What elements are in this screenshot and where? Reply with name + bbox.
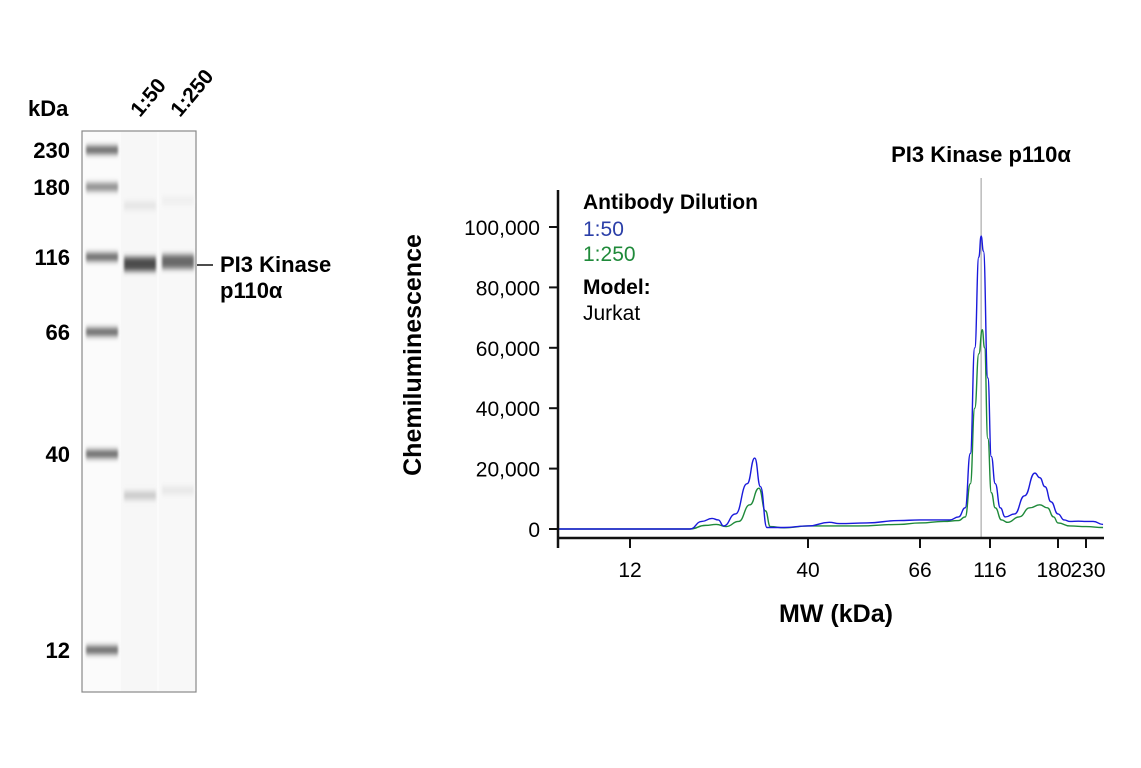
sample-band bbox=[124, 491, 156, 500]
ladder-band bbox=[86, 146, 118, 154]
y-tick-label: 20,000 bbox=[476, 459, 540, 482]
series-line-2 bbox=[558, 328, 1104, 530]
ladder-band bbox=[86, 450, 118, 458]
x-axis-label: MW (kDa) bbox=[779, 600, 893, 628]
sample-band bbox=[162, 486, 194, 495]
sample-band bbox=[124, 201, 156, 210]
x-tick-label: 66 bbox=[908, 559, 931, 582]
ladder-band bbox=[86, 646, 118, 654]
legend-model-value: Jurkat bbox=[583, 302, 640, 325]
ladder-band bbox=[86, 328, 118, 336]
ladder-label: 230 bbox=[33, 138, 70, 163]
y-tick-label: 0 bbox=[528, 519, 540, 542]
ladder-label: 40 bbox=[46, 442, 70, 467]
legend-model-label: Model: bbox=[583, 276, 651, 299]
sample-band bbox=[162, 196, 194, 205]
x-tick-label: 180 bbox=[1036, 559, 1071, 582]
y-tick-label: 60,000 bbox=[476, 338, 540, 361]
sample-band bbox=[124, 257, 156, 272]
y-tick-label: 40,000 bbox=[476, 398, 540, 421]
ladder-band bbox=[86, 253, 118, 261]
ladder-label: 66 bbox=[46, 320, 70, 345]
gel-panel: kDa 230 180 116 66 40 12 1:50 1:250 PI3 Kinas… bbox=[28, 65, 331, 693]
ladder-label: 12 bbox=[46, 638, 70, 663]
ladder-band bbox=[86, 183, 118, 191]
sample-band bbox=[162, 254, 194, 269]
series-line-1 bbox=[558, 235, 1104, 530]
x-tick-label: 116 bbox=[973, 559, 1006, 582]
chart-title: PI3 Kinase p110α bbox=[891, 142, 1071, 167]
ladder-label: 180 bbox=[33, 175, 70, 200]
legend-title: Antibody Dilution bbox=[583, 191, 758, 214]
legend-entry-2: 1:250 bbox=[583, 243, 636, 266]
y-tick-label: 100,000 bbox=[464, 217, 540, 240]
y-tick-label: 80,000 bbox=[476, 277, 540, 300]
target-label-line2: p110α bbox=[220, 278, 283, 303]
target-label-line1: PI3 Kinase bbox=[220, 252, 331, 277]
x-tick-label: 40 bbox=[796, 559, 819, 582]
x-tick-label: 12 bbox=[618, 559, 641, 582]
chart-panel: PI3 Kinase p110α 0 20,000 40,000 60,000 80,0… bbox=[399, 142, 1106, 628]
gel-lane-2-bg bbox=[159, 132, 195, 691]
gel-lane-1-bg bbox=[121, 132, 157, 691]
lane-label-1: 1:50 bbox=[126, 74, 171, 121]
gel-unit-label: kDa bbox=[28, 96, 69, 121]
x-tick-label: 230 bbox=[1070, 559, 1105, 582]
lane-label-2: 1:250 bbox=[166, 65, 218, 121]
y-axis-label: Chemiluminescence bbox=[399, 234, 427, 476]
ladder-label: 116 bbox=[35, 245, 71, 270]
legend-entry-1: 1:50 bbox=[583, 218, 624, 241]
